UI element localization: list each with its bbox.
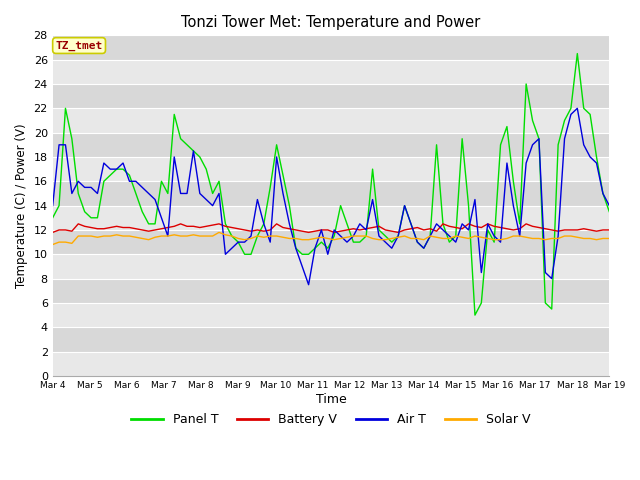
Air T [209,203,216,208]
Air T [202,197,210,203]
Bar [52,132,609,157]
Battery V [330,229,338,235]
Air T [605,203,613,208]
Bar [52,84,609,108]
Panel T [375,227,383,233]
Line: Battery V: Battery V [52,224,609,232]
Solar V [605,236,613,241]
Text: TZ_tmet: TZ_tmet [56,40,102,51]
Solar V [61,239,69,245]
Air T [381,239,389,245]
Air T [490,233,498,239]
Line: Panel T: Panel T [52,54,609,315]
Panel T [324,245,332,251]
Air T [573,106,581,111]
Bar [52,205,609,230]
Battery V [49,229,56,235]
Solar V [209,233,216,239]
Y-axis label: Temperature (C) / Power (V): Temperature (C) / Power (V) [15,123,28,288]
Panel T [573,51,581,57]
Legend: Panel T, Battery V, Air T, Solar V: Panel T, Battery V, Air T, Solar V [127,408,536,431]
Line: Solar V: Solar V [52,232,609,244]
Bar [52,254,609,278]
Battery V [74,221,82,227]
Solar V [381,237,389,242]
Bar [52,351,609,376]
Solar V [202,233,210,239]
Solar V [49,241,56,247]
Air T [61,142,69,148]
Solar V [330,237,338,242]
Bar [52,230,609,254]
Bar [52,327,609,351]
Title: Tonzi Tower Met: Temperature and Power: Tonzi Tower Met: Temperature and Power [181,15,481,30]
Air T [49,203,56,208]
Line: Air T: Air T [52,108,609,285]
Panel T [490,239,498,245]
Bar [52,108,609,132]
Bar [52,36,609,60]
Solar V [573,234,581,240]
Air T [305,282,312,288]
Bar [52,157,609,181]
Battery V [573,227,581,233]
X-axis label: Time: Time [316,393,346,406]
Battery V [215,221,223,227]
Panel T [61,106,69,111]
Battery V [605,227,613,233]
Bar [52,303,609,327]
Panel T [471,312,479,318]
Battery V [61,227,69,233]
Bar [52,60,609,84]
Air T [330,227,338,233]
Panel T [49,215,56,221]
Panel T [209,191,216,196]
Battery V [381,227,389,233]
Bar [52,181,609,205]
Panel T [202,166,210,172]
Solar V [215,229,223,235]
Battery V [209,222,216,228]
Bar [52,278,609,303]
Panel T [605,209,613,215]
